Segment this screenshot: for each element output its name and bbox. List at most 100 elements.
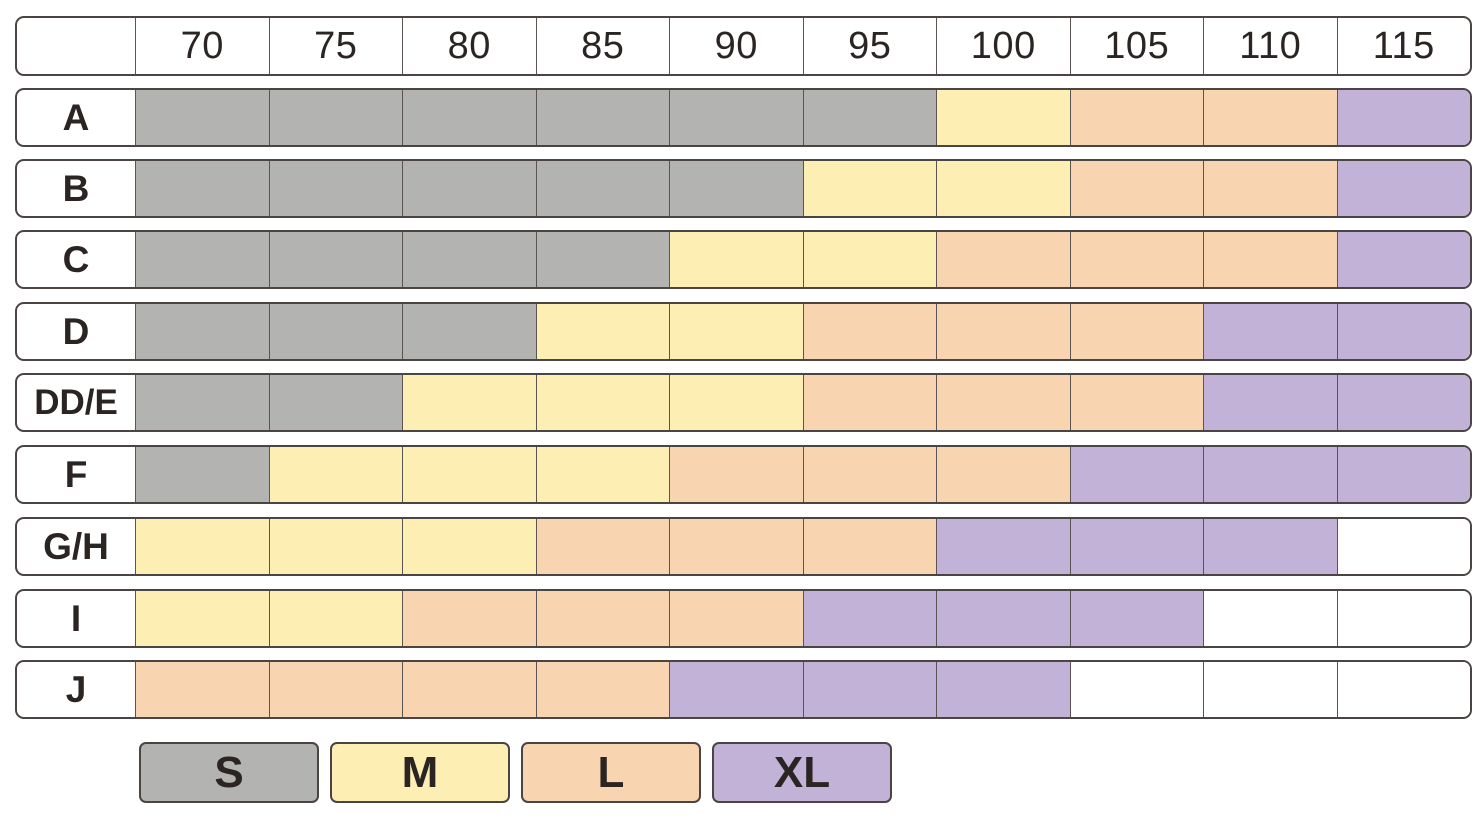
size-cell	[802, 304, 936, 359]
cup-size-label: F	[64, 453, 88, 495]
size-cell	[535, 375, 669, 430]
size-cell	[802, 375, 936, 430]
size-cell	[268, 662, 402, 717]
size-cell	[402, 662, 536, 717]
size-cell	[1069, 447, 1203, 502]
size-cell	[936, 232, 1070, 287]
size-cell	[669, 519, 803, 574]
size-cell	[402, 232, 536, 287]
size-cell	[402, 90, 536, 145]
size-cell	[535, 591, 669, 646]
cup-size-label: A	[62, 96, 90, 138]
size-cell	[1069, 304, 1203, 359]
cup-row: J	[15, 660, 1472, 719]
cup-row: A	[15, 88, 1472, 147]
size-cell	[1203, 662, 1337, 717]
size-cell	[135, 90, 269, 145]
size-cell	[135, 591, 269, 646]
size-cell	[802, 161, 936, 216]
size-cell	[802, 519, 936, 574]
size-cell	[1336, 304, 1470, 359]
size-cell	[936, 447, 1070, 502]
size-cell	[936, 662, 1070, 717]
cup-row: I	[15, 589, 1472, 648]
size-cell	[535, 304, 669, 359]
size-cell	[268, 161, 402, 216]
size-cell	[1336, 662, 1470, 717]
size-cell	[1203, 447, 1337, 502]
cup-size-label: I	[70, 597, 82, 639]
size-cell	[1336, 375, 1470, 430]
size-cell	[402, 375, 536, 430]
size-cell	[135, 519, 269, 574]
size-cell	[802, 232, 936, 287]
size-cell	[1336, 232, 1470, 287]
cup-row: C	[15, 230, 1472, 289]
legend-swatch-l: L	[521, 742, 701, 803]
size-cell	[402, 161, 536, 216]
size-cell	[1069, 232, 1203, 287]
size-cell	[1069, 662, 1203, 717]
size-cell	[936, 519, 1070, 574]
size-cell	[1069, 161, 1203, 216]
size-cell	[1069, 375, 1203, 430]
size-cell	[1203, 519, 1337, 574]
band-size-label: 110	[1203, 18, 1337, 74]
size-cell	[535, 662, 669, 717]
size-cell	[669, 304, 803, 359]
band-size-header-row: 70 75 80 85 90 95 100 105 110 115	[15, 16, 1472, 76]
size-cell	[936, 304, 1070, 359]
size-cell	[802, 90, 936, 145]
size-cell	[1203, 375, 1337, 430]
size-cell	[268, 232, 402, 287]
size-cell	[1336, 90, 1470, 145]
header-corner-cell	[17, 18, 135, 74]
size-cell	[936, 375, 1070, 430]
size-cell	[1069, 90, 1203, 145]
size-cell	[402, 591, 536, 646]
size-cell	[1069, 519, 1203, 574]
band-size-label: 70	[135, 18, 269, 74]
size-cell	[535, 232, 669, 287]
size-cell	[135, 375, 269, 430]
size-cell	[268, 447, 402, 502]
size-cell	[268, 90, 402, 145]
size-cell	[1203, 90, 1337, 145]
size-cell	[1203, 304, 1337, 359]
size-cell	[135, 447, 269, 502]
size-cell	[802, 591, 936, 646]
cup-size-label: DD/E	[34, 382, 118, 422]
size-cell	[1203, 591, 1337, 646]
size-cell	[936, 161, 1070, 216]
legend-swatch-m: M	[330, 742, 510, 803]
size-cell	[135, 304, 269, 359]
size-cell	[1336, 161, 1470, 216]
cup-size-label: J	[65, 668, 87, 710]
size-cell	[669, 161, 803, 216]
size-cell	[535, 90, 669, 145]
cup-row: D	[15, 302, 1472, 361]
size-cell	[268, 519, 402, 574]
size-cell	[535, 519, 669, 574]
cup-row: B	[15, 159, 1472, 218]
band-size-label: 85	[535, 18, 670, 74]
cup-size-label: C	[62, 238, 90, 280]
size-cell	[402, 519, 536, 574]
size-cell	[669, 591, 803, 646]
size-cell	[669, 662, 803, 717]
size-cell	[936, 90, 1070, 145]
size-cell	[402, 304, 536, 359]
cup-row: F	[15, 445, 1472, 504]
size-cell	[402, 447, 536, 502]
band-size-label: 100	[936, 18, 1070, 74]
size-cell	[135, 161, 269, 216]
size-cell	[268, 375, 402, 430]
size-cell	[1336, 591, 1470, 646]
size-cell	[1069, 591, 1203, 646]
size-cell	[535, 447, 669, 502]
band-size-label: 75	[268, 18, 403, 74]
size-cell	[802, 662, 936, 717]
size-cell	[802, 447, 936, 502]
size-cell	[936, 591, 1070, 646]
